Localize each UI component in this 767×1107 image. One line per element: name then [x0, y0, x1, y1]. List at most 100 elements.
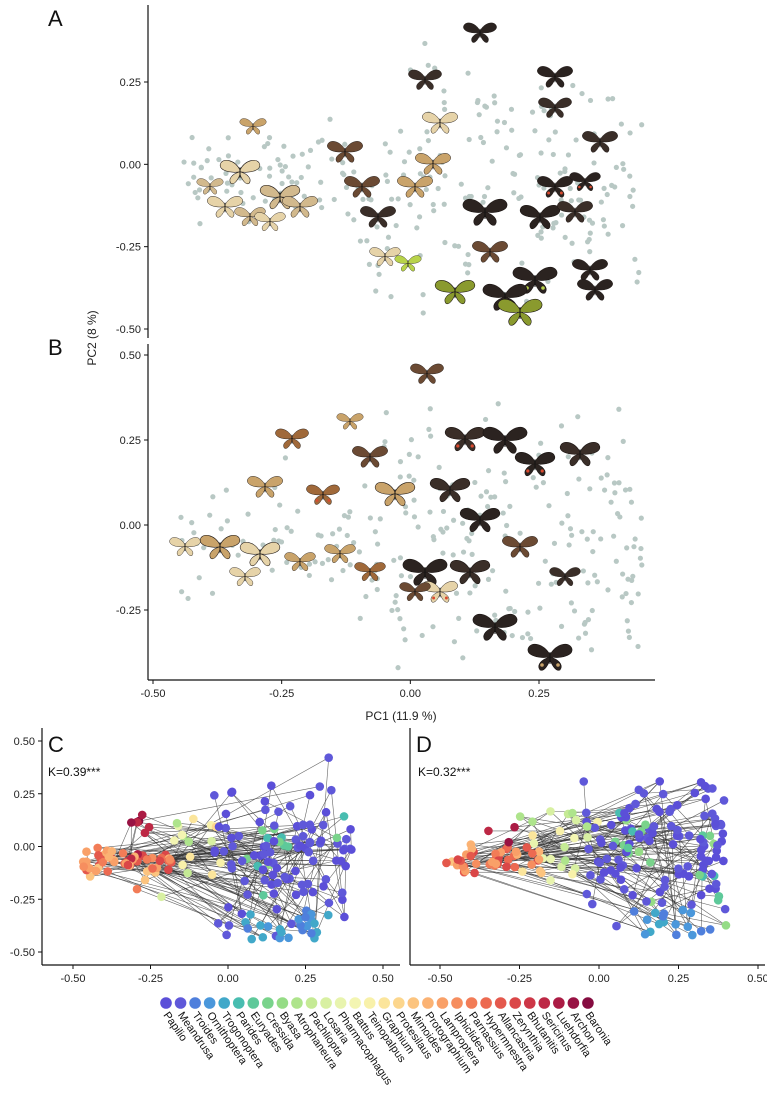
- phylogeny-edge: [113, 822, 132, 862]
- pc-point: [567, 526, 574, 532]
- pc-point: [634, 279, 640, 285]
- phylogeny-edge: [137, 822, 315, 939]
- phylogeny-edge: [181, 834, 265, 881]
- species-point: [291, 866, 300, 876]
- panel-b: B 0.50 0.25 0.00 -0.25 -0.50 -0.25 0.00 0.25 P…: [48, 335, 655, 723]
- species-point: [657, 898, 667, 908]
- pc-point: [492, 100, 498, 106]
- species-point: [337, 888, 347, 898]
- species-point: [632, 863, 641, 873]
- species-point: [658, 912, 668, 921]
- species-point: [155, 856, 165, 866]
- species-point: [295, 841, 305, 850]
- legend-swatch: [262, 997, 274, 1009]
- phylogeny-edge: [574, 868, 646, 935]
- x-tick-label: -0.25: [138, 973, 163, 985]
- pc-point: [279, 180, 285, 187]
- butterfly-specimen-icon: [502, 536, 538, 558]
- species-point: [491, 849, 500, 859]
- species-point: [301, 912, 310, 922]
- butterfly-specimen-icon: [462, 198, 508, 226]
- species-point: [323, 910, 333, 920]
- species-point: [79, 862, 88, 871]
- panel-letter-a: A: [48, 6, 63, 31]
- pc-point: [397, 474, 403, 480]
- species-point: [502, 862, 511, 872]
- legend-swatch: [218, 997, 230, 1009]
- phylogeny-edge: [182, 835, 299, 920]
- pc-point: [301, 193, 307, 199]
- pc-point: [472, 583, 478, 589]
- pc-point: [469, 530, 475, 537]
- species-point: [660, 882, 669, 891]
- pc-point: [535, 580, 542, 586]
- pc-point: [432, 65, 438, 71]
- species-point: [529, 839, 539, 848]
- species-point: [133, 818, 142, 827]
- phylogeny-edge: [210, 825, 289, 938]
- pc-point: [559, 520, 565, 526]
- pc-point: [612, 490, 618, 496]
- species-point: [216, 858, 225, 867]
- pc-point: [235, 159, 241, 165]
- pc-point: [489, 568, 496, 574]
- pc-point: [580, 568, 586, 574]
- species-point: [658, 789, 668, 799]
- phylogeny-edge: [301, 837, 338, 885]
- pc-point: [538, 229, 544, 235]
- species-point: [184, 837, 194, 846]
- species-point: [263, 922, 273, 931]
- pc-point: [224, 188, 230, 194]
- pc-point: [540, 480, 546, 486]
- species-point: [640, 929, 650, 939]
- species-point: [568, 808, 577, 818]
- species-point: [713, 840, 722, 850]
- butterfly-specimen-icon: [282, 196, 318, 218]
- species-point: [602, 854, 612, 864]
- pc-point: [502, 479, 509, 485]
- phylogeny-edge: [451, 861, 711, 930]
- butterfly-specimen-icon: [239, 118, 267, 135]
- pc-point: [341, 171, 347, 178]
- pc-point: [507, 503, 513, 509]
- pc-point: [419, 632, 425, 639]
- pc-point: [277, 502, 283, 508]
- pc-point: [550, 225, 556, 231]
- species-point: [260, 797, 270, 806]
- pc-point: [331, 196, 337, 203]
- pc-point: [601, 185, 607, 191]
- phylogeny-edge: [649, 824, 722, 830]
- species-point: [263, 857, 273, 866]
- pc-point: [307, 147, 314, 153]
- pc-point: [605, 231, 611, 237]
- pc-point: [525, 609, 531, 615]
- pc-point: [638, 545, 644, 552]
- species-point: [107, 846, 117, 856]
- species-point: [648, 828, 657, 838]
- pc-point: [387, 149, 393, 155]
- pc-point: [395, 196, 401, 202]
- pc-point: [416, 214, 423, 220]
- pc-point: [345, 514, 351, 520]
- species-point: [504, 837, 514, 847]
- pc-point: [223, 170, 229, 176]
- species-point: [711, 879, 721, 889]
- pc-point: [425, 62, 431, 68]
- pc-point: [558, 212, 565, 218]
- species-point: [94, 851, 103, 860]
- butterfly-specimen-icon: [352, 446, 388, 468]
- pc-point: [494, 118, 501, 124]
- pc-point: [430, 624, 436, 630]
- x-tick-label: -0.25: [507, 973, 532, 985]
- x-tick-label: 0.00: [400, 688, 421, 700]
- species-point: [210, 791, 219, 800]
- species-point: [560, 856, 570, 865]
- species-point: [302, 921, 312, 931]
- pc-point: [489, 158, 495, 164]
- pc-point: [565, 513, 571, 519]
- pc-point: [427, 509, 433, 515]
- species-point: [595, 858, 605, 867]
- phylogeny-edge: [575, 847, 629, 869]
- pc-point: [562, 234, 568, 240]
